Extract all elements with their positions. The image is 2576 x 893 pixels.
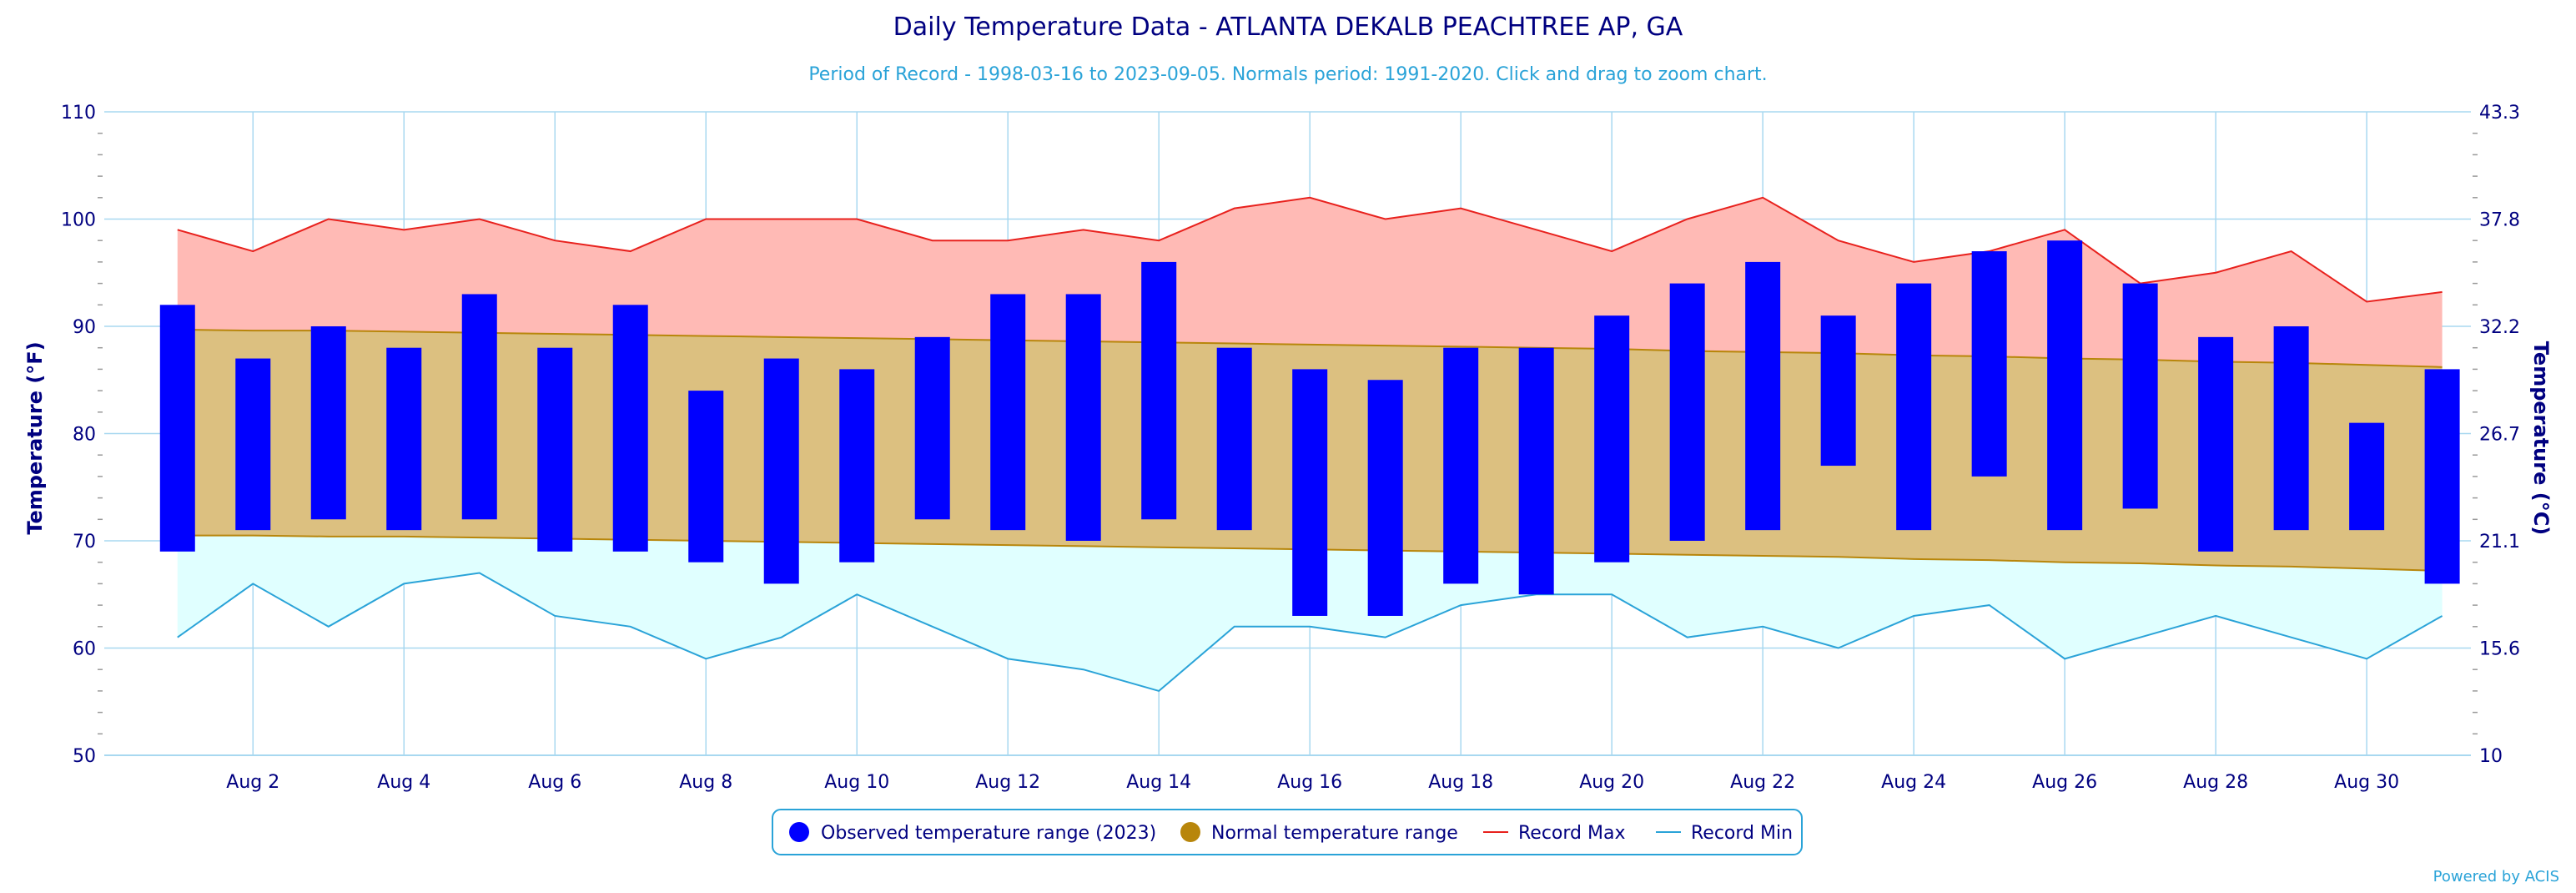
observed-bar-day-17 [1367,380,1403,616]
observed-bar-day-23 [1820,315,1856,467]
y-tick-label-left: 110 [61,103,96,124]
y-tick-label-right: 37.8 [2479,210,2520,231]
legend: Observed temperature range (2023) Normal… [772,809,1803,855]
observed-bar-day-11 [914,336,950,520]
chart-title: Daily Temperature Data - ATLANTA DEKALB … [893,13,1683,42]
observed-bar-day-6 [537,347,573,552]
x-tick-label: Aug 30 [2334,772,2399,793]
observed-bar-day-10 [839,369,875,563]
observed-bar-day-15 [1216,347,1252,531]
observed-bar-day-30 [2349,422,2385,531]
observed-bar-day-7 [612,305,648,552]
observed-bar-day-25 [1971,251,2007,477]
observed-bars [159,240,2460,616]
x-tick-label: Aug 26 [2032,772,2097,793]
record-max-area [177,197,2443,367]
observed-bar-day-24 [1896,283,1932,531]
y-tick-label-left: 60 [73,639,96,660]
observed-bar-day-1 [159,305,195,552]
credit-link[interactable]: Powered by ACIS [2433,868,2559,885]
legend-symbol-normal [1180,822,1200,842]
y-tick-label-left: 100 [61,210,96,231]
x-tick-label: Aug 16 [1277,772,1342,793]
observed-bar-day-31 [2424,369,2460,584]
observed-bar-day-2 [235,358,271,531]
y-axis-title-left: Temperature (°F) [23,341,47,534]
observed-bar-day-4 [386,347,422,531]
x-tick-label: Aug 2 [226,772,279,793]
observed-bar-day-3 [310,326,346,520]
observed-bar-day-13 [1065,294,1101,541]
y-tick-label-right: 43.3 [2479,103,2520,124]
observed-bar-day-5 [461,294,497,520]
legend-label-observed: Observed temperature range (2023) [821,823,1156,844]
y-tick-label-left: 50 [73,746,96,767]
observed-bar-day-14 [1141,261,1177,520]
x-tick-label: Aug 10 [824,772,889,793]
legend-item-record-min[interactable]: Record Min [1656,823,1793,844]
x-tick-label: Aug 12 [975,772,1040,793]
observed-bar-day-8 [688,391,724,563]
legend-item-normal[interactable]: Normal temperature range [1180,822,1458,844]
axes: 50 60 70 80 90 100 110 10 15.6 21.1 26.7 32.2 37.8 43… [61,103,2520,793]
y-axis-title-right: Temperature (°C) [2529,341,2553,536]
legend-label-record-max: Record Max [1518,823,1626,844]
observed-bar-day-28 [2198,336,2234,552]
record-min-line [177,572,2443,693]
record-max-line [177,196,2443,303]
x-tick-label: Aug 14 [1126,772,1191,793]
y-tick-label-right: 21.1 [2479,532,2520,552]
x-tick-label: Aug 6 [528,772,581,793]
observed-bar-day-16 [1292,369,1328,616]
observed-bar-day-12 [990,294,1026,531]
legend-label-record-min: Record Min [1691,823,1793,844]
legend-item-record-max[interactable]: Record Max [1483,823,1626,844]
x-tick-label: Aug 8 [679,772,732,793]
observed-bar-day-19 [1518,347,1554,595]
y-tick-label-left: 70 [73,532,96,552]
observed-bar-day-9 [763,358,799,584]
y-tick-label-left: 90 [73,317,96,338]
observed-bar-day-22 [1745,261,1781,531]
y-tick-label-right: 26.7 [2479,425,2520,446]
legend-item-observed[interactable]: Observed temperature range (2023) [789,822,1156,844]
observed-bar-day-26 [2047,240,2083,531]
x-tick-label: Aug 28 [2183,772,2248,793]
legend-box [772,809,1803,855]
observed-bar-day-18 [1443,347,1479,584]
legend-symbol-observed [789,822,809,842]
x-tick-label: Aug 22 [1730,772,1795,793]
y-tick-label-right: 15.6 [2479,639,2520,660]
observed-bar-day-27 [2122,283,2158,509]
chart-subtitle: Period of Record - 1998-03-16 to 2023-09… [808,64,1767,85]
y-tick-label-right: 10 [2479,746,2503,767]
y-tick-label-left: 80 [73,425,96,446]
x-tick-label: Aug 18 [1428,772,1493,793]
observed-bar-day-29 [2273,326,2309,531]
legend-label-normal: Normal temperature range [1211,823,1458,844]
x-tick-label: Aug 4 [377,772,430,793]
observed-bar-day-21 [1669,283,1705,541]
x-tick-label: Aug 24 [1881,772,1946,793]
y-tick-label-right: 32.2 [2479,317,2520,338]
observed-bar-day-20 [1594,315,1630,563]
x-tick-label: Aug 20 [1579,772,1644,793]
